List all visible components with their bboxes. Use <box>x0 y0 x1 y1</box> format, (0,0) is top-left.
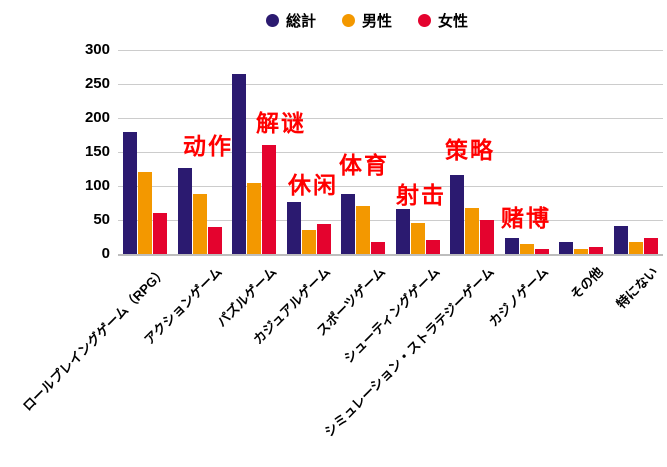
bar-総計-3 <box>286 202 301 254</box>
y-tick-label-0: 0 <box>101 245 110 262</box>
bar-男性-3 <box>301 230 316 254</box>
bar-総計-5 <box>395 209 410 254</box>
chart-plot-area <box>118 50 664 256</box>
y-tick-label-250: 250 <box>84 75 110 92</box>
legend-label-female: 女性 <box>438 13 469 30</box>
y-tick-label-300: 300 <box>84 41 110 58</box>
bar-group-8 <box>554 242 609 254</box>
bar-男性-8 <box>574 249 589 254</box>
bar-group-7 <box>500 238 555 254</box>
gridline-250 <box>118 84 663 85</box>
bar-男性-4 <box>356 206 371 254</box>
bar-女性-3 <box>316 224 331 254</box>
bar-男性-0 <box>138 172 153 254</box>
bar-group-1 <box>173 168 228 254</box>
legend-label-total: 総計 <box>286 13 317 30</box>
chart-annotation-4: 射击 <box>396 182 446 208</box>
bar-男性-7 <box>519 244 534 254</box>
gridline-0 <box>118 254 663 256</box>
bar-男性-2 <box>247 183 262 254</box>
bar-女性-7 <box>534 249 549 254</box>
legend-item-total: 総計 <box>266 10 316 31</box>
legend-dot-total-icon <box>266 14 279 27</box>
bar-女性-0 <box>153 213 168 254</box>
bar-男性-5 <box>410 223 425 254</box>
chart-annotation-2: 休闲 <box>288 172 338 198</box>
bar-女性-1 <box>207 227 222 254</box>
chart-annotation-0: 动作 <box>183 133 233 159</box>
gridline-100 <box>118 186 663 187</box>
y-tick-label-50: 50 <box>93 211 110 228</box>
legend-item-female: 女性 <box>418 10 468 31</box>
bar-総計-9 <box>613 226 628 254</box>
bar-男性-6 <box>465 208 480 254</box>
gridline-300 <box>118 50 663 51</box>
bar-総計-6 <box>450 175 465 254</box>
bar-総計-7 <box>504 238 519 254</box>
bar-女性-8 <box>589 247 604 254</box>
gridline-150 <box>118 152 663 153</box>
bar-group-2 <box>227 74 282 254</box>
chart-annotation-5: 策略 <box>445 137 495 163</box>
chart-legend: 総計 男性 女性 <box>266 10 468 31</box>
y-tick-label-200: 200 <box>84 109 110 126</box>
bar-女性-2 <box>262 145 277 254</box>
legend-item-male: 男性 <box>342 10 392 31</box>
legend-label-male: 男性 <box>362 13 393 30</box>
bar-女性-5 <box>425 240 440 254</box>
bar-総計-8 <box>559 242 574 254</box>
bar-group-0 <box>118 132 173 254</box>
bar-group-9 <box>609 226 664 254</box>
bar-女性-6 <box>480 220 495 254</box>
bar-group-3 <box>282 202 337 254</box>
chart-annotation-6: 赌博 <box>501 205 551 231</box>
bar-group-5 <box>391 209 446 254</box>
bar-女性-4 <box>371 242 386 254</box>
x-label-9: 特にない <box>613 264 661 312</box>
bar-group-4 <box>336 194 391 254</box>
bar-女性-9 <box>643 238 658 254</box>
chart-annotation-3: 体育 <box>339 152 389 178</box>
bar-総計-0 <box>123 132 138 254</box>
bar-group-6 <box>445 175 500 254</box>
gridline-200 <box>118 118 663 119</box>
x-label-8: その他 <box>567 264 606 303</box>
bar-総計-2 <box>232 74 247 254</box>
x-label-5: シューティングゲーム <box>340 264 443 366</box>
legend-dot-female-icon <box>418 14 432 27</box>
bar-男性-1 <box>192 194 207 254</box>
bar-総計-1 <box>177 168 192 254</box>
bar-男性-9 <box>628 242 643 254</box>
legend-dot-male-icon <box>342 14 356 27</box>
gridline-50 <box>118 220 663 221</box>
bar-総計-4 <box>341 194 356 254</box>
chart-annotation-1: 解谜 <box>256 110 306 136</box>
y-tick-label-150: 150 <box>84 143 110 160</box>
y-tick-label-100: 100 <box>84 177 110 194</box>
